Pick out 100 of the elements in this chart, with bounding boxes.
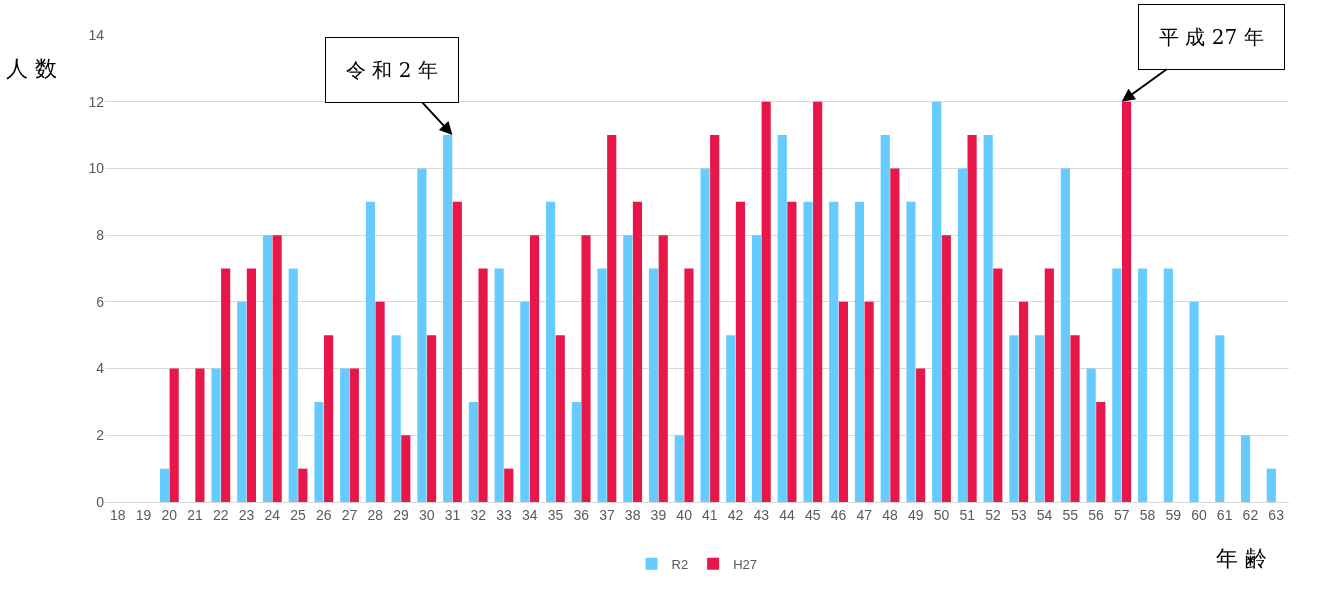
bar xyxy=(375,301,385,502)
x-tick-label: 23 xyxy=(238,506,255,523)
x-tick-label: 41 xyxy=(702,506,718,523)
bar xyxy=(221,268,231,502)
x-tick-label: 51 xyxy=(959,506,976,523)
bar xyxy=(169,368,179,502)
bar xyxy=(854,201,865,502)
x-tick-label: 42 xyxy=(727,506,744,523)
x-tick-label: 44 xyxy=(779,506,796,523)
bar xyxy=(211,368,221,502)
bar xyxy=(726,335,736,502)
y-tick-label: 0 xyxy=(96,493,105,510)
x-tick-label: 52 xyxy=(985,506,1001,523)
x-tick-label: 61 xyxy=(1216,506,1233,523)
x-tick-label: 25 xyxy=(290,506,307,523)
x-tick-label: 50 xyxy=(933,506,950,523)
bar xyxy=(494,268,504,502)
bar xyxy=(571,401,581,502)
x-tick-label: 57 xyxy=(1113,506,1130,523)
bar xyxy=(1086,368,1096,502)
bar xyxy=(349,368,359,502)
bar xyxy=(478,268,488,502)
x-tick-label: 63 xyxy=(1268,506,1285,523)
bar xyxy=(1018,301,1029,502)
x-tick-label: 47 xyxy=(856,506,873,523)
bar xyxy=(272,235,282,502)
bar xyxy=(417,168,427,502)
bar xyxy=(324,335,334,502)
bar xyxy=(340,368,350,502)
bar xyxy=(1189,301,1199,502)
bar xyxy=(1240,435,1251,502)
legend-label: H27 xyxy=(733,556,757,572)
bar xyxy=(1044,268,1054,502)
bar xyxy=(1096,401,1106,502)
bar xyxy=(658,235,668,502)
x-tick-label: 21 xyxy=(187,506,204,523)
x-tick-label: 54 xyxy=(1036,506,1053,523)
x-tick-label: 45 xyxy=(805,506,821,523)
bar xyxy=(829,201,839,502)
bar xyxy=(504,468,514,502)
bar xyxy=(906,201,916,502)
bar xyxy=(838,301,848,502)
bar xyxy=(1035,335,1045,502)
x-tick-label: 34 xyxy=(521,506,538,523)
bar xyxy=(983,135,993,502)
bar xyxy=(391,335,401,502)
bar xyxy=(1266,468,1276,502)
x-tick-label: 43 xyxy=(753,506,770,523)
x-tick-label: 31 xyxy=(444,506,461,523)
x-tick-label: 32 xyxy=(470,506,487,523)
bar xyxy=(803,201,813,502)
bar xyxy=(1009,335,1019,502)
x-tick-label: 62 xyxy=(1242,506,1259,523)
bar xyxy=(761,101,771,502)
legend-label: R2 xyxy=(671,556,689,572)
x-tick-label: 53 xyxy=(1010,506,1027,523)
bar xyxy=(700,168,710,502)
bar xyxy=(288,268,298,502)
bar xyxy=(529,235,540,502)
bar xyxy=(674,435,684,502)
x-tick-label: 26 xyxy=(315,506,332,523)
y-axis-title: 人 数 xyxy=(6,56,57,81)
x-tick-label: 60 xyxy=(1191,506,1207,523)
x-tick-label: 48 xyxy=(882,506,899,523)
bar xyxy=(957,168,968,502)
bar xyxy=(581,235,591,502)
x-tick-label: 19 xyxy=(135,506,152,523)
bar xyxy=(813,101,823,502)
bar xyxy=(468,401,478,502)
y-tick-label: 10 xyxy=(88,160,105,177)
bar xyxy=(623,235,633,502)
y-tick-label: 6 xyxy=(96,293,105,310)
x-tick-label: 27 xyxy=(341,506,358,523)
bar xyxy=(787,201,797,502)
bar xyxy=(555,335,565,502)
x-tick-label: 40 xyxy=(676,506,693,523)
bar xyxy=(314,401,324,502)
bar xyxy=(1070,335,1080,502)
bar xyxy=(864,301,874,502)
bar xyxy=(1163,268,1173,502)
bar xyxy=(546,201,556,502)
x-tick-label: 46 xyxy=(830,506,847,523)
x-tick-label: 36 xyxy=(573,506,590,523)
x-tick-label: 29 xyxy=(393,506,409,523)
x-tick-label: 30 xyxy=(418,506,435,523)
y-tick-label: 8 xyxy=(96,227,105,244)
bar xyxy=(632,201,643,502)
annotation: 平 成 27 年 xyxy=(1159,25,1264,49)
y-tick-label: 2 xyxy=(96,427,105,444)
x-tick-label: 33 xyxy=(496,506,512,523)
bar xyxy=(735,201,746,502)
x-tick-label: 49 xyxy=(907,506,924,523)
bar xyxy=(648,268,659,502)
x-tick-label: 58 xyxy=(1139,506,1156,523)
bar xyxy=(993,268,1003,502)
bar xyxy=(710,135,720,502)
x-tick-label: 28 xyxy=(367,506,384,523)
bar xyxy=(916,368,926,502)
bar xyxy=(607,135,617,502)
x-tick-label: 20 xyxy=(161,506,178,523)
